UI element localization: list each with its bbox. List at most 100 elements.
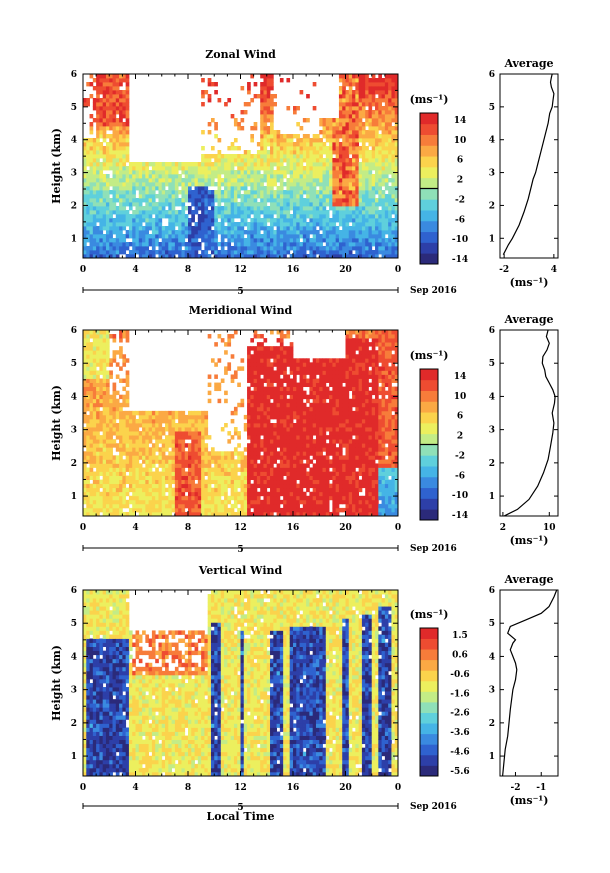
heatmap-cell xyxy=(230,479,235,485)
heatmap-cell xyxy=(142,174,146,179)
heatmap-cell xyxy=(102,495,107,501)
heatmap-cell xyxy=(260,410,264,416)
heatmap-cell xyxy=(286,182,291,187)
heatmap-cell xyxy=(256,190,261,195)
heatmap-cell xyxy=(355,74,360,79)
heatmap-cell xyxy=(145,487,150,493)
heatmap-cell xyxy=(273,174,277,179)
heatmap-cell xyxy=(227,234,232,239)
heatmap-cell xyxy=(201,234,205,239)
heatmap-cell xyxy=(224,194,228,199)
heatmap-cell xyxy=(224,423,228,428)
heatmap-cell xyxy=(247,358,251,363)
heatmap-cell xyxy=(92,242,97,247)
heatmap-cell xyxy=(296,250,300,255)
heatmap-cell xyxy=(338,238,343,243)
heatmap-cell xyxy=(92,410,97,416)
heatmap-cell xyxy=(201,455,205,460)
heatmap-cell xyxy=(145,459,150,464)
heatmap-cell xyxy=(240,487,245,493)
heatmap-cell xyxy=(188,194,192,199)
heatmap-cell xyxy=(230,114,235,119)
heatmap-cell xyxy=(240,182,245,187)
heatmap-cell xyxy=(188,479,192,485)
heatmap-cell xyxy=(168,451,172,456)
heatmap-cell xyxy=(253,402,258,408)
heatmap-cell xyxy=(263,246,268,251)
heatmap-cell xyxy=(194,447,199,452)
heatmap-cell xyxy=(214,198,218,203)
heatmap-cell xyxy=(263,435,268,440)
heatmap-cell xyxy=(286,138,291,143)
heatmap-cell xyxy=(191,234,195,239)
heatmap-cell xyxy=(181,467,186,472)
heatmap-cell xyxy=(132,439,136,444)
heatmap-cell xyxy=(109,402,113,408)
heatmap-cell xyxy=(329,250,333,255)
heatmap-cell xyxy=(135,467,140,472)
heatmap-cell xyxy=(266,499,271,505)
heatmap-cell xyxy=(142,459,146,464)
heatmap-cell xyxy=(122,334,127,339)
heatmap-cell xyxy=(273,142,277,147)
heatmap-cell xyxy=(286,150,291,155)
heatmap-cell xyxy=(230,250,235,255)
heatmap-cell xyxy=(240,254,245,259)
heatmap-cell xyxy=(365,154,369,159)
heatmap-cell xyxy=(132,162,136,167)
heatmap-cell xyxy=(371,190,376,195)
heatmap-cell xyxy=(171,410,176,416)
heatmap-cell xyxy=(122,451,127,456)
heatmap-cell xyxy=(128,459,133,464)
heatmap-cell xyxy=(342,74,346,79)
heatmap-cell xyxy=(191,491,195,497)
heatmap-cell xyxy=(105,202,110,207)
heatmap-cell xyxy=(361,122,366,127)
heatmap-cell xyxy=(260,439,264,444)
heatmap-cell xyxy=(250,170,255,175)
heatmap-cell xyxy=(132,511,136,517)
heatmap-cell xyxy=(119,414,123,420)
heatmap-cell xyxy=(83,475,87,481)
heatmap-cell xyxy=(315,142,320,147)
heatmap-cell xyxy=(151,499,156,505)
heatmap-cell xyxy=(207,435,212,440)
heatmap-cell xyxy=(224,511,228,517)
heatmap-cell xyxy=(243,254,248,259)
heatmap-cell xyxy=(132,463,136,468)
heatmap-cell xyxy=(119,503,123,509)
heatmap-cell xyxy=(119,402,123,408)
heatmap-cell xyxy=(243,459,248,464)
heatmap-cell xyxy=(122,503,127,509)
heatmap-cell xyxy=(279,138,284,143)
heatmap-cell xyxy=(368,198,373,203)
heatmap-cell xyxy=(250,427,255,432)
heatmap-cell xyxy=(306,158,310,163)
heatmap-cell xyxy=(286,238,291,243)
heatmap-cell xyxy=(240,499,245,505)
heatmap-cell xyxy=(158,210,163,215)
heatmap-cell xyxy=(283,222,287,227)
heatmap-cell xyxy=(165,214,169,219)
heatmap-cell xyxy=(214,174,218,179)
heatmap-cell xyxy=(299,90,304,95)
heatmap-cell xyxy=(345,234,350,239)
heatmap-cell xyxy=(109,487,113,493)
heatmap-cell xyxy=(302,230,307,235)
heatmap-cell xyxy=(174,414,179,420)
heatmap-cell xyxy=(230,503,235,509)
heatmap-cell xyxy=(86,447,90,452)
heatmap-cell xyxy=(263,94,268,99)
heatmap-cell xyxy=(112,394,117,400)
heatmap-cell xyxy=(332,158,337,163)
heatmap-cell xyxy=(148,210,153,215)
heatmap-cell xyxy=(148,218,153,223)
heatmap-cell xyxy=(132,495,136,501)
heatmap-cell xyxy=(83,150,87,155)
heatmap-cell xyxy=(214,487,218,493)
heatmap-cell xyxy=(384,182,389,187)
heatmap-cell xyxy=(151,190,156,195)
heatmap-cell xyxy=(138,226,143,231)
heatmap-cell xyxy=(266,362,271,367)
heatmap-cell xyxy=(375,110,379,115)
